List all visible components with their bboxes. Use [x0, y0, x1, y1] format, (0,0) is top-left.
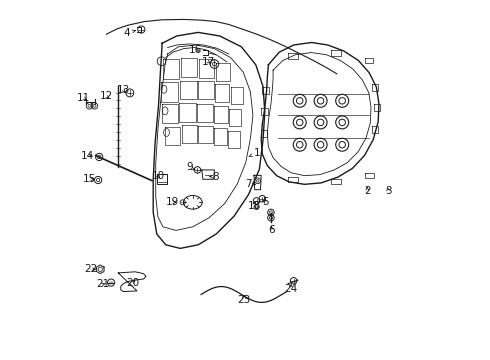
Text: 1: 1 — [249, 148, 261, 158]
Text: 19: 19 — [166, 197, 179, 207]
Text: 18: 18 — [247, 201, 261, 211]
Text: 21: 21 — [96, 279, 109, 289]
Text: 15: 15 — [83, 174, 96, 184]
Text: 23: 23 — [238, 294, 251, 305]
Text: 7: 7 — [245, 179, 255, 189]
Text: 12: 12 — [100, 91, 113, 102]
Text: 16: 16 — [189, 45, 202, 55]
Text: 4: 4 — [123, 28, 136, 38]
Text: 6: 6 — [269, 225, 275, 235]
Text: 8: 8 — [209, 172, 219, 182]
Text: 20: 20 — [126, 278, 139, 288]
Text: 5: 5 — [263, 197, 269, 207]
Text: 14: 14 — [81, 150, 94, 161]
Text: 24: 24 — [285, 284, 298, 294]
Text: 10: 10 — [151, 171, 165, 181]
Text: 22: 22 — [84, 264, 98, 274]
Text: 2: 2 — [364, 186, 371, 196]
Text: 11: 11 — [77, 93, 90, 103]
Text: 13: 13 — [117, 85, 130, 95]
Text: 17: 17 — [202, 57, 215, 67]
Text: 3: 3 — [385, 186, 392, 196]
Text: 9: 9 — [186, 162, 196, 172]
